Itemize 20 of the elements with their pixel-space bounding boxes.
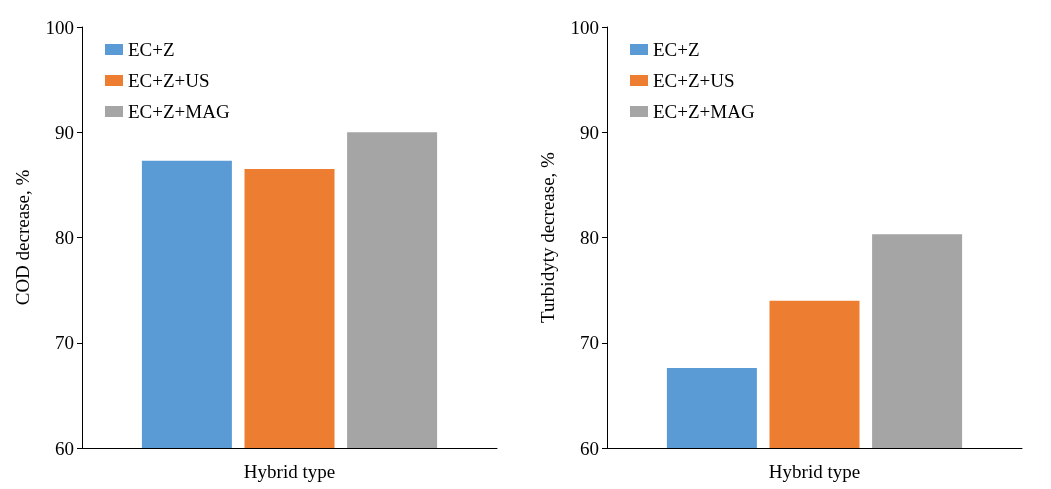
x-axis-title: Hybrid type [243, 461, 336, 482]
x-axis-title: Hybrid type [768, 461, 861, 482]
y-tick-label: 100 [45, 16, 74, 38]
y-tick-label: 60 [580, 437, 599, 459]
y-axis-title: Turbidyty decrease, % [537, 151, 558, 323]
y-tick-label: 90 [55, 121, 74, 143]
y-tick-label: 90 [580, 121, 599, 143]
legend-label: EC+Z+MAG [128, 101, 230, 122]
y-tick-label: 100 [570, 16, 599, 38]
y-tick-label: 80 [55, 227, 74, 248]
legend-label: EC+Z+US [653, 70, 735, 91]
y-tick-label: 70 [55, 332, 74, 354]
legend-label: EC+Z+US [128, 70, 210, 91]
y-axis-title: COD decrease, % [12, 169, 33, 306]
y-tick-label: 70 [580, 332, 599, 354]
y-tick-label: 80 [580, 227, 599, 248]
y-tick-label: 60 [55, 437, 74, 459]
legend-label: EC+Z [653, 39, 700, 60]
legend-label: EC+Z [128, 39, 175, 60]
legend-label: EC+Z+MAG [653, 101, 755, 122]
